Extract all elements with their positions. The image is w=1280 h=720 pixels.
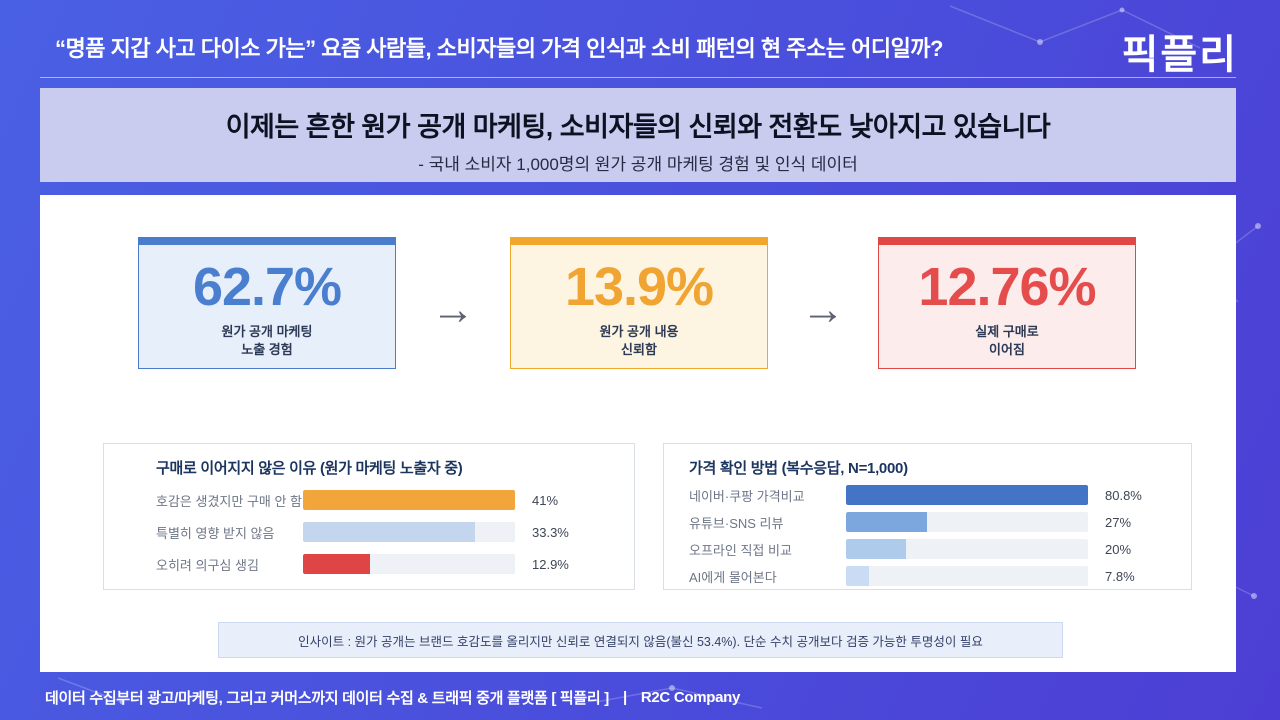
chart-no-purchase-reasons: 구매로 이어지지 않은 이유 (원가 마케팅 노출자 중) 호감은 생겼지만 구… xyxy=(103,443,635,590)
bar-value: 80.8% xyxy=(1105,487,1142,503)
header-divider xyxy=(40,77,1236,78)
bar-track xyxy=(303,490,515,510)
chart-row: AI에게 물어본다 7.8% xyxy=(689,566,1191,586)
bar-value: 33.3% xyxy=(532,524,569,540)
stat-card-accent-bar xyxy=(138,237,396,245)
chart-row: 특별히 영향 받지 않음 33.3% xyxy=(156,522,634,542)
bar-label: 네이버·쿠팡 가격비교 xyxy=(689,488,805,504)
bar-track xyxy=(846,566,1088,586)
bar-track xyxy=(303,522,515,542)
bar-value: 12.9% xyxy=(532,556,569,572)
bar-track xyxy=(303,554,515,574)
bar-value: 27% xyxy=(1105,514,1132,530)
bar-fill xyxy=(303,554,370,574)
stat-value: 13.9% xyxy=(564,257,714,317)
chart-row: 오프라인 직접 비교 20% xyxy=(689,539,1191,559)
pickple-logo: 픽플리 xyxy=(1121,33,1238,77)
bar-value: 7.8% xyxy=(1105,568,1135,584)
right-arrow-icon: → xyxy=(801,285,845,334)
chart-title: 가격 확인 방법 (복수응답, N=1,000) xyxy=(689,460,908,477)
bar-fill xyxy=(846,539,906,559)
chart-title: 구매로 이어지지 않은 이유 (원가 마케팅 노출자 중) xyxy=(156,460,463,477)
stat-label: 실제 구매로 이어짐 xyxy=(975,324,1039,357)
bar-value: 41% xyxy=(532,492,559,508)
insight-box: 인사이트 : 원가 공개는 브랜드 호감도를 올리지만 신뢰로 연결되지 않음(… xyxy=(218,622,1063,658)
stat-value: 12.76% xyxy=(918,257,1096,317)
chart-row: 오히려 의구심 생김 12.9% xyxy=(156,554,634,574)
stat-card-accent-bar xyxy=(878,237,1136,245)
chart-row: 호감은 생겼지만 구매 안 함 41% xyxy=(156,490,634,510)
bar-fill xyxy=(303,522,476,542)
bar-fill xyxy=(303,490,515,510)
banner-subtitle: - 국내 소비자 1,000명의 원가 공개 마케팅 경험 및 인식 데이터 xyxy=(418,155,858,174)
bar-label: 호감은 생겼지만 구매 안 함 xyxy=(156,493,303,509)
stat-value: 62.7% xyxy=(192,257,342,317)
bar-label: 특별히 영향 받지 않음 xyxy=(156,525,275,541)
bar-fill xyxy=(846,566,870,586)
bar-track xyxy=(846,512,1088,532)
subtitle-banner: 이제는 흔한 원가 공개 마케팅, 소비자들의 신뢰와 전환도 낮아지고 있습니… xyxy=(40,88,1236,182)
bar-track xyxy=(846,485,1088,505)
right-arrow-icon: → xyxy=(431,285,475,334)
content-panel: 62.7% 원가 공개 마케팅 노출 경험 → 13.9% 원가 공개 내용 신… xyxy=(40,195,1236,672)
bar-label: 오프라인 직접 비교 xyxy=(689,542,792,558)
bar-track xyxy=(846,539,1088,559)
chart-row: 유튜브·SNS 리뷰 27% xyxy=(689,512,1191,532)
stat-card-purchase: 12.76% 실제 구매로 이어짐 xyxy=(878,237,1136,369)
bar-fill xyxy=(846,512,927,532)
stat-label: 원가 공개 내용 신뢰함 xyxy=(599,324,679,357)
bar-label: 유튜브·SNS 리뷰 xyxy=(689,515,784,531)
chart-row: 네이버·쿠팡 가격비교 80.8% xyxy=(689,485,1191,505)
footer: 데이터 수집부터 광고/마케팅, 그리고 커머스까지 데이터 수집 & 트래픽 … xyxy=(45,687,740,708)
footer-divider: | xyxy=(622,689,627,706)
stat-card-accent-bar xyxy=(510,237,768,245)
stat-label: 원가 공개 마케팅 노출 경험 xyxy=(221,324,313,357)
bar-value: 20% xyxy=(1105,541,1132,557)
page-title: “명품 지갑 사고 다이소 가는” 요즘 사람들, 소비자들의 가격 인식과 소… xyxy=(55,36,944,61)
insight-text: 인사이트 : 원가 공개는 브랜드 호감도를 올리지만 신뢰로 연결되지 않음(… xyxy=(298,634,983,649)
banner-title: 이제는 흔한 원가 공개 마케팅, 소비자들의 신뢰와 전환도 낮아지고 있습니… xyxy=(225,112,1051,142)
footer-platform-text: 데이터 수집부터 광고/마케팅, 그리고 커머스까지 데이터 수집 & 트래픽 … xyxy=(45,690,609,707)
bar-fill xyxy=(846,485,1088,505)
footer-company: R2C Company xyxy=(640,689,741,706)
bar-label: 오히려 의구심 생김 xyxy=(156,557,259,573)
stat-card-exposure: 62.7% 원가 공개 마케팅 노출 경험 xyxy=(138,237,396,369)
stat-card-trust: 13.9% 원가 공개 내용 신뢰함 xyxy=(510,237,768,369)
chart-price-check-methods: 가격 확인 방법 (복수응답, N=1,000) 네이버·쿠팡 가격비교 80.… xyxy=(663,443,1192,590)
bar-label: AI에게 물어본다 xyxy=(689,569,777,585)
